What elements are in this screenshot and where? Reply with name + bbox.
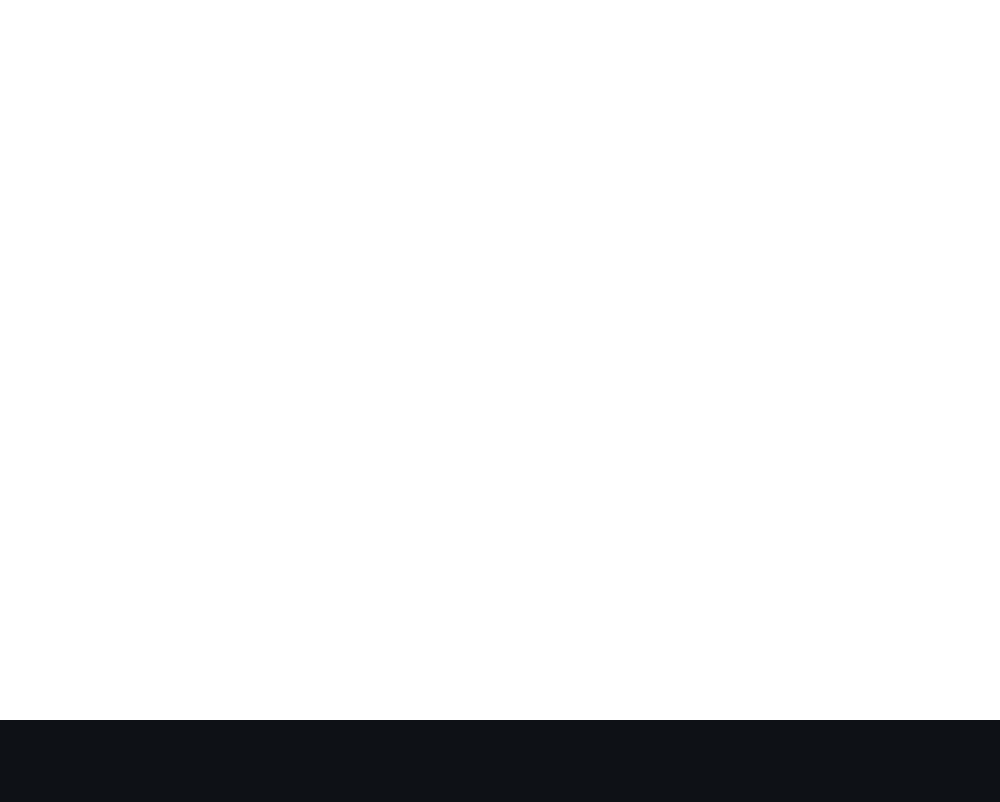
vectorstock-logo	[30, 740, 32, 784]
word-cloud	[0, 0, 1000, 720]
watermark-footer	[0, 720, 1000, 802]
